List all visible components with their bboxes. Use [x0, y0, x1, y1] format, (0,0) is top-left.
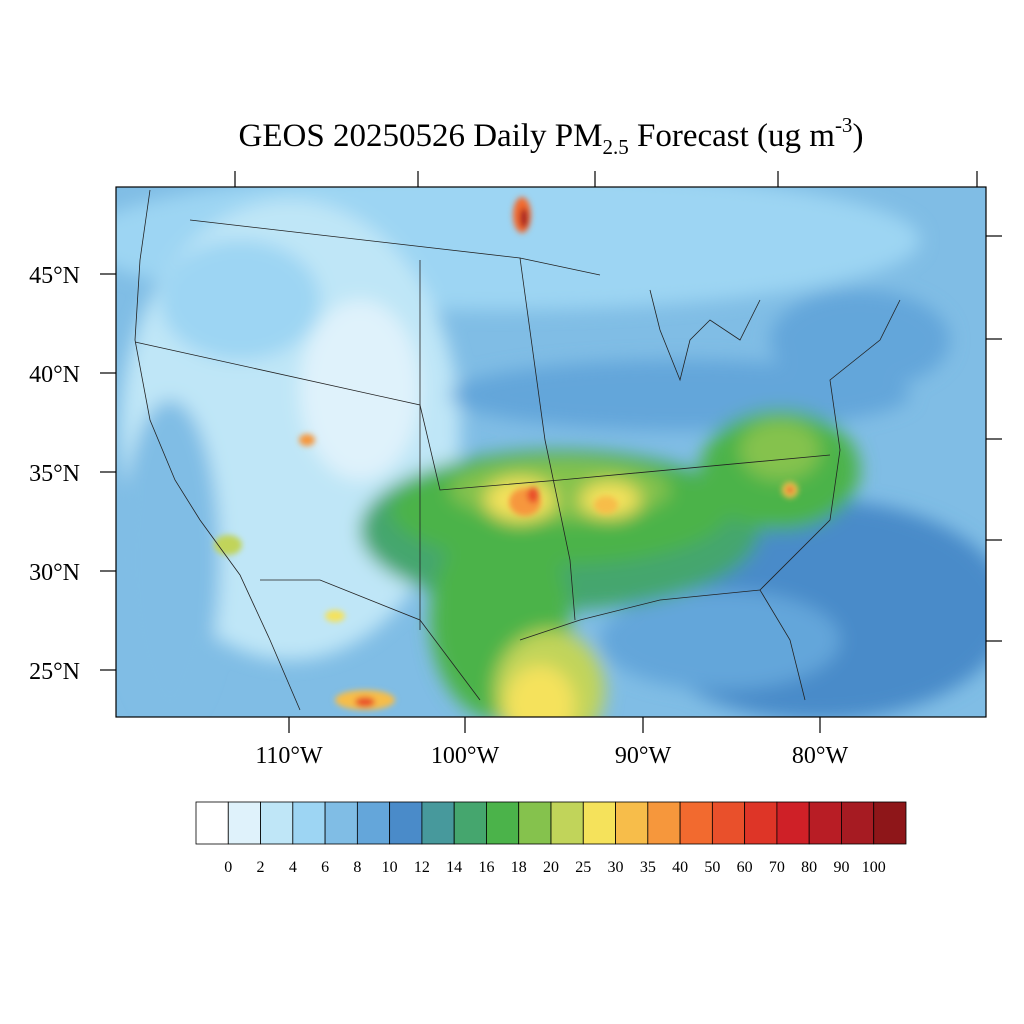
- colorbar-label: 6: [321, 859, 329, 876]
- colorbar-box: [389, 801, 423, 845]
- colorbar-label: 30: [608, 859, 624, 876]
- lat-label: 40°N: [29, 362, 80, 388]
- colorbar-box: [421, 801, 455, 845]
- colorbar-label: 10: [382, 859, 398, 876]
- colorbar-label: 18: [511, 859, 527, 876]
- colorbar-label: 70: [769, 859, 785, 876]
- colorbar-label: 20: [543, 859, 559, 876]
- colorbar-label: 60: [737, 859, 753, 876]
- colorbar-box: [744, 801, 778, 845]
- colorbar-box: [841, 801, 875, 845]
- colorbar-label: 2: [257, 859, 265, 876]
- lon-label: 80°W: [792, 743, 849, 769]
- colorbar-label: 4: [289, 859, 297, 876]
- title-text: GEOS 20250526 Daily PM: [239, 118, 603, 154]
- colorbar-box: [615, 801, 649, 845]
- colorbar-box: [808, 801, 842, 845]
- colorbar-box: [550, 801, 584, 845]
- frame-ticks: [234, 171, 1002, 642]
- title-text: Forecast (ug m: [629, 118, 836, 154]
- colorbar-box: [776, 801, 810, 845]
- lon-label: 110°W: [255, 743, 323, 769]
- colorbar-label: 40: [672, 859, 688, 876]
- colorbar-box: [227, 801, 261, 845]
- colorbar-box: [356, 801, 391, 845]
- pm25-field: [116, 187, 986, 717]
- lat-label: 45°N: [29, 263, 80, 289]
- title-superscript: -3: [835, 113, 853, 137]
- title-subscript: 2.5: [602, 135, 628, 159]
- boundaries: [134, 189, 901, 711]
- lon-label: 90°W: [615, 743, 672, 769]
- colorbar-box: [711, 801, 746, 845]
- colorbar-box: [292, 801, 326, 845]
- colorbar-box: [679, 801, 713, 845]
- colorbar-box: [486, 801, 520, 845]
- lat-label: 25°N: [29, 659, 80, 685]
- colorbar-label: 12: [414, 859, 430, 876]
- colorbar-label: 100: [862, 859, 886, 876]
- colorbar-box: [873, 801, 907, 845]
- colorbar-box: [647, 801, 681, 845]
- colorbar-label: 90: [833, 859, 849, 876]
- lat-label: 30°N: [29, 560, 80, 586]
- lat-label: 35°N: [29, 461, 80, 487]
- colorbar-box: [518, 801, 552, 845]
- colorbar-box: [195, 801, 229, 845]
- colorbar-box: [260, 801, 294, 845]
- map-frame: [115, 186, 987, 718]
- title-text: ): [852, 118, 863, 154]
- colorbar-label: 35: [640, 859, 656, 876]
- colorbar-label: 8: [353, 859, 361, 876]
- lon-label: 100°W: [431, 743, 500, 769]
- colorbar-box: [582, 801, 616, 845]
- colorbar-label: 14: [446, 859, 462, 876]
- colorbar-label: 25: [575, 859, 591, 876]
- map-title: GEOS 20250526 Daily PM2.5 Forecast (ug m…: [239, 113, 864, 159]
- colorbar-box: [324, 801, 358, 845]
- colorbar-label: 80: [801, 859, 817, 876]
- colorbar-label: 0: [224, 859, 232, 876]
- colorbar-label: 50: [704, 859, 720, 876]
- colorbar-label: 16: [478, 859, 494, 876]
- colorbar-box: [453, 801, 487, 845]
